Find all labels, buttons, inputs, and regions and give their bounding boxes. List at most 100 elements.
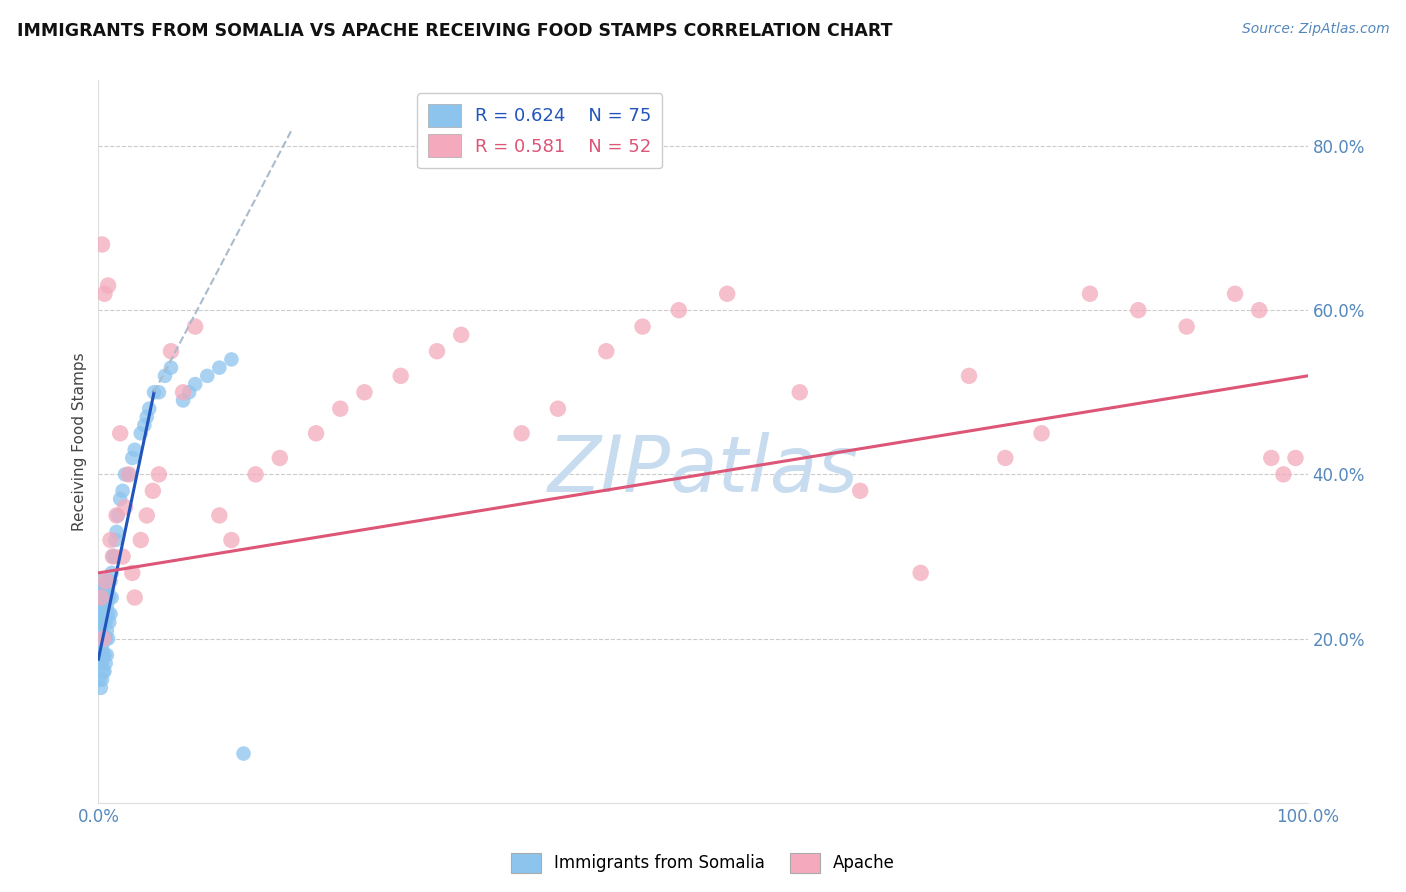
Point	[595, 344, 617, 359]
Point	[100, 566, 122, 580]
Point	[105, 508, 128, 523]
Point	[121, 566, 143, 580]
Point	[98, 615, 121, 630]
Point	[232, 747, 254, 761]
Point	[93, 286, 115, 301]
Point	[121, 450, 143, 465]
Text: ZIPatlas: ZIPatlas	[547, 433, 859, 508]
Point	[107, 508, 129, 523]
Point	[93, 632, 115, 646]
Point	[90, 599, 112, 613]
Point	[93, 665, 115, 679]
Point	[547, 401, 569, 416]
Point	[98, 591, 121, 605]
Point	[111, 549, 134, 564]
Point	[135, 508, 157, 523]
Point	[89, 615, 111, 630]
Point	[172, 393, 194, 408]
Point	[90, 582, 112, 597]
Point	[101, 549, 124, 564]
Point	[716, 286, 738, 301]
Point	[97, 632, 120, 646]
Point	[143, 385, 166, 400]
Point	[94, 615, 117, 630]
Point	[245, 467, 267, 482]
Point	[90, 640, 112, 654]
Point	[100, 607, 122, 621]
Point	[100, 591, 122, 605]
Point	[450, 327, 472, 342]
Text: Source: ZipAtlas.com: Source: ZipAtlas.com	[1241, 22, 1389, 37]
Point	[148, 467, 170, 482]
Point	[118, 467, 141, 482]
Point	[124, 591, 146, 605]
Point	[91, 574, 114, 588]
Point	[91, 582, 114, 597]
Point	[1078, 286, 1101, 301]
Point	[96, 648, 118, 662]
Point	[91, 624, 114, 638]
Point	[135, 409, 157, 424]
Point	[100, 533, 122, 547]
Point	[510, 426, 533, 441]
Point	[91, 591, 114, 605]
Point	[94, 574, 117, 588]
Point	[179, 385, 201, 400]
Point	[160, 360, 183, 375]
Point	[91, 673, 114, 687]
Point	[96, 624, 118, 638]
Point	[90, 624, 112, 638]
Point	[195, 368, 218, 383]
Point	[148, 385, 170, 400]
Point	[93, 599, 115, 613]
Point	[134, 418, 156, 433]
Point	[94, 632, 117, 646]
Point	[208, 508, 231, 523]
Point	[184, 377, 207, 392]
Point	[91, 657, 114, 671]
Point	[93, 615, 115, 630]
Point	[138, 401, 160, 416]
Point	[100, 574, 122, 588]
Point	[114, 467, 136, 482]
Point	[105, 524, 128, 539]
Point	[129, 533, 152, 547]
Point	[1249, 303, 1271, 318]
Point	[93, 648, 115, 662]
Point	[108, 426, 131, 441]
Point	[129, 426, 152, 441]
Point	[184, 319, 207, 334]
Y-axis label: Receiving Food Stamps: Receiving Food Stamps	[72, 352, 87, 531]
Point	[111, 483, 134, 498]
Point	[353, 385, 375, 400]
Point	[172, 385, 194, 400]
Point	[160, 344, 183, 359]
Point	[389, 368, 412, 383]
Point	[103, 549, 125, 564]
Point	[221, 533, 243, 547]
Point	[631, 319, 654, 334]
Point	[994, 450, 1017, 465]
Point	[89, 607, 111, 621]
Point	[142, 483, 165, 498]
Point	[97, 278, 120, 293]
Point	[94, 591, 117, 605]
Point	[426, 344, 449, 359]
Point	[101, 549, 124, 564]
Point	[91, 632, 114, 646]
Point	[89, 632, 111, 646]
Point	[96, 574, 118, 588]
Point	[269, 450, 291, 465]
Point	[305, 426, 328, 441]
Point	[221, 352, 243, 367]
Point	[89, 591, 111, 605]
Point	[910, 566, 932, 580]
Point	[114, 500, 136, 515]
Point	[153, 368, 176, 383]
Point	[96, 599, 118, 613]
Point	[1284, 450, 1306, 465]
Point	[89, 673, 111, 687]
Point	[91, 640, 114, 654]
Point	[1031, 426, 1053, 441]
Point	[90, 657, 112, 671]
